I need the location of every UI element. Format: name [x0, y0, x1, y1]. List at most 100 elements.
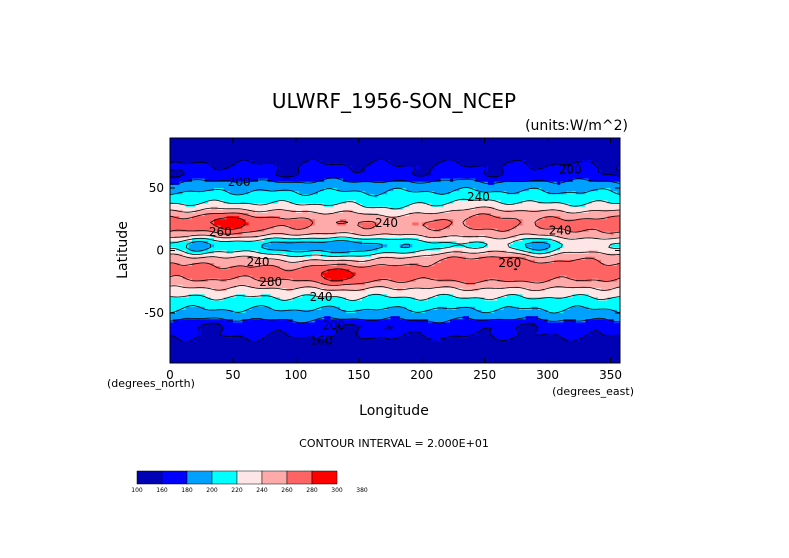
contour-cell — [176, 334, 199, 339]
contour-line — [170, 177, 620, 324]
contour-cell — [170, 297, 212, 302]
colorbar-tick-label: 180 — [181, 487, 193, 494]
contour-cell — [314, 222, 338, 227]
contour-cell — [506, 163, 530, 167]
contour-cell — [223, 188, 325, 192]
contour-cell — [276, 169, 300, 173]
contour-lines — [170, 158, 620, 343]
contour-cell — [289, 200, 347, 205]
contour-cell — [513, 241, 533, 245]
contour-cell — [415, 169, 432, 173]
contour-cell — [494, 334, 517, 339]
contour-cell — [509, 244, 527, 248]
contour-cell — [170, 259, 288, 264]
contour-label: 260 — [209, 225, 232, 239]
contour-cell — [170, 203, 187, 208]
contour-cell — [525, 316, 539, 320]
contour-cell — [333, 203, 363, 208]
contour-cell — [399, 316, 464, 320]
contour-cell — [544, 166, 599, 170]
contour-cell — [588, 294, 620, 298]
contour-cell — [330, 316, 391, 320]
contour-cell — [418, 263, 435, 267]
contour-cell — [365, 259, 442, 264]
contour-cell — [251, 306, 272, 311]
contour-label: 200 — [322, 319, 345, 333]
contour-cell — [170, 197, 620, 202]
contour-cell — [550, 238, 620, 242]
x-tick-label: 300 — [536, 368, 559, 382]
contour-cell — [207, 241, 272, 245]
contour-line — [170, 187, 620, 314]
contour-cell — [185, 172, 278, 177]
contour-cell — [374, 159, 391, 164]
contour-cell — [207, 200, 225, 205]
contour-cell — [229, 266, 281, 270]
contour-cell — [292, 319, 316, 323]
contour-cell — [453, 222, 467, 227]
contour-cell — [229, 191, 250, 195]
contour-cell — [226, 278, 259, 283]
contour-cell — [365, 281, 467, 286]
contour-cell — [503, 172, 602, 177]
contour-cell — [280, 266, 303, 270]
contour-cell — [226, 216, 240, 220]
contour-cell — [170, 338, 181, 342]
contour-cell — [170, 175, 181, 180]
contour-cell — [179, 338, 196, 342]
contour-cell — [616, 278, 620, 283]
contour-cell — [170, 306, 187, 311]
contour-cell — [402, 334, 426, 339]
contour-cell — [214, 238, 266, 242]
contour-cell — [506, 191, 520, 195]
contour-cell — [358, 222, 379, 227]
contour-cell — [261, 338, 319, 342]
contour-cell — [560, 241, 620, 245]
contour-cell — [371, 253, 432, 258]
contour-cell — [286, 331, 338, 336]
contour-cell — [286, 253, 313, 258]
contour-cell — [336, 263, 347, 267]
contour-cell — [538, 306, 571, 311]
colorbar-tick-label: 100 — [131, 487, 143, 494]
contour-cell — [261, 244, 388, 248]
contour-cell — [333, 334, 360, 339]
contour-cell — [299, 191, 319, 195]
contour-cell — [418, 166, 435, 170]
contour-cell — [522, 238, 552, 242]
contour-cell — [487, 166, 505, 170]
contour-cell — [207, 247, 269, 252]
contour-cell — [462, 250, 489, 255]
contour-cell — [220, 231, 243, 236]
contour-cell — [170, 188, 215, 192]
contour-cell — [459, 188, 476, 192]
contour-cell — [210, 206, 218, 211]
contour-cell — [415, 297, 429, 302]
contour-cell — [336, 188, 395, 192]
contour-cell — [214, 222, 250, 227]
contour-cell — [516, 325, 539, 330]
contour-cell — [170, 294, 190, 298]
contour-cell — [176, 309, 234, 314]
contour-cell — [170, 253, 184, 258]
contour-line — [170, 198, 620, 301]
contour-cell — [456, 159, 514, 164]
contour-cell — [453, 178, 476, 183]
contour-cell — [170, 331, 203, 336]
contour-cell — [616, 263, 620, 267]
contour-cell — [616, 166, 620, 170]
contour-cell — [434, 263, 605, 267]
contour-cell — [349, 269, 620, 273]
contour-cell — [198, 325, 225, 330]
colorbar-swatch — [211, 470, 238, 485]
contour-cell — [519, 331, 536, 336]
contour-cell — [239, 159, 253, 164]
contour-label: 240 — [247, 255, 270, 269]
contour-cell — [563, 244, 612, 248]
contour-cell — [204, 213, 250, 217]
contour-cell — [484, 172, 505, 177]
contour-cell — [365, 191, 388, 195]
contour-cell — [453, 250, 464, 255]
colorbar-tick-label: 300 — [331, 487, 343, 494]
contour-cell — [195, 209, 256, 214]
